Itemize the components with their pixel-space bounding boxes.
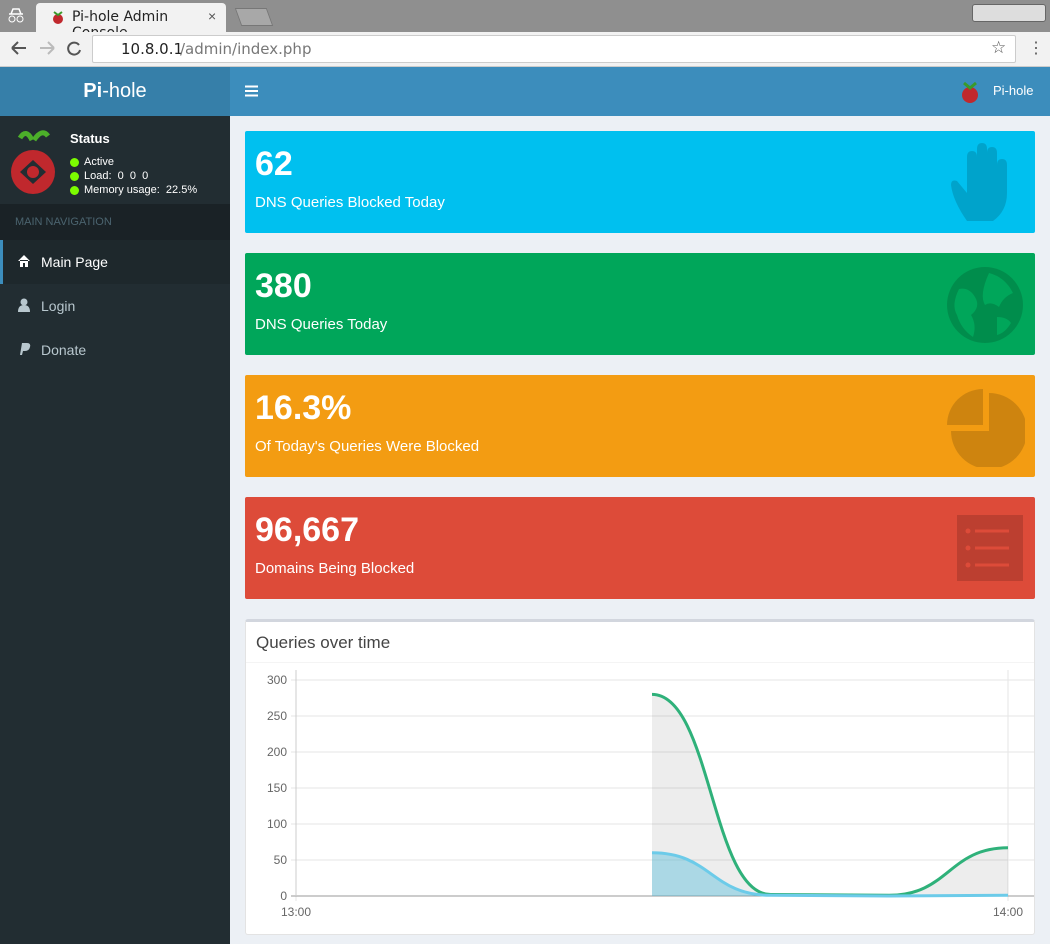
globe-icon bbox=[947, 267, 1023, 343]
divider bbox=[246, 662, 1034, 663]
address-bar[interactable]: 10.8.0.1 /admin/index.php ☆ bbox=[92, 35, 1016, 63]
nav-item[interactable]: Login bbox=[0, 284, 230, 328]
nav-header: MAIN NAVIGATION bbox=[0, 204, 230, 240]
stat-value: 62 bbox=[255, 145, 293, 183]
y-tick-label: 200 bbox=[267, 745, 287, 759]
tab[interactable]: Pi-hole Admin Console × bbox=[36, 3, 226, 41]
y-tick-label: 50 bbox=[274, 853, 288, 867]
pihole-logo bbox=[11, 130, 55, 194]
url-host: 10.8.0.1 bbox=[121, 40, 184, 58]
new-tab[interactable] bbox=[234, 8, 274, 26]
stat-value: 16.3% bbox=[255, 389, 352, 427]
menu-button[interactable]: ⋮ bbox=[1028, 40, 1044, 57]
nav-icon bbox=[18, 298, 30, 312]
status-text: Load: 0 0 0 bbox=[84, 170, 149, 182]
user-name[interactable]: Pi-hole bbox=[993, 83, 1034, 98]
window-controls[interactable] bbox=[972, 4, 1046, 22]
nav-label: Main Page bbox=[41, 254, 108, 270]
stat-label: DNS Queries Blocked Today bbox=[255, 194, 445, 211]
chart-box: Queries over time 0 50 100 150 200 250 300 13:0… bbox=[245, 619, 1035, 935]
status-text: Memory usage: 22.5% bbox=[84, 184, 198, 196]
bookmark-star[interactable]: ☆ bbox=[991, 38, 1007, 57]
nav-icon bbox=[18, 255, 30, 267]
list-icon bbox=[957, 515, 1023, 581]
status-text: Active bbox=[84, 156, 114, 168]
url-path: /admin/index.php bbox=[180, 40, 312, 58]
tab-close[interactable]: × bbox=[208, 8, 217, 24]
navbar: Pi-hole bbox=[230, 67, 1050, 116]
stat-value: 96,667 bbox=[255, 511, 359, 549]
y-tick-label: 250 bbox=[267, 709, 287, 723]
chart-title: Queries over time bbox=[256, 633, 391, 652]
tab-favicon bbox=[53, 11, 63, 24]
nav-item[interactable]: Donate bbox=[0, 328, 230, 372]
stat-box: 380 DNS Queries Today bbox=[245, 253, 1035, 355]
nav-label: Login bbox=[41, 298, 76, 314]
x-tick-label: 13:00 bbox=[281, 905, 311, 919]
stat-label: Domains Being Blocked bbox=[255, 560, 415, 577]
hand-icon bbox=[951, 143, 1007, 221]
series-line bbox=[651, 851, 1009, 898]
logo-bold: Pi bbox=[83, 80, 103, 102]
pie-icon bbox=[947, 389, 1025, 467]
stat-box: 16.3% Of Today's Queries Were Blocked bbox=[245, 375, 1035, 477]
chart: 0 50 100 150 200 250 300 13:00 14:00 bbox=[267, 670, 1034, 919]
stat-box: 96,667 Domains Being Blocked bbox=[245, 497, 1035, 599]
stat-label: DNS Queries Today bbox=[255, 316, 388, 333]
toolbar: 10.8.0.1 /admin/index.php ☆ ⋮ bbox=[0, 32, 1050, 67]
nav-label: Donate bbox=[41, 342, 87, 358]
x-tick-label: 14:00 bbox=[993, 905, 1023, 919]
stat-label: Of Today's Queries Were Blocked bbox=[255, 438, 480, 455]
y-tick-label: 100 bbox=[267, 817, 287, 831]
series-area bbox=[652, 852, 1008, 896]
y-tick-label: 300 bbox=[267, 673, 287, 687]
logo[interactable]: Pi-hole bbox=[0, 67, 230, 116]
nav-icon bbox=[20, 343, 31, 355]
stat-box: 62 DNS Queries Blocked Today bbox=[245, 131, 1035, 233]
sidebar: Status Active Load: 0 0 0 Memory usage: … bbox=[0, 116, 230, 944]
stat-value: 380 bbox=[255, 267, 312, 305]
nav-item[interactable]: Main Page bbox=[0, 240, 230, 284]
logo-rest: -hole bbox=[102, 80, 147, 102]
y-tick-label: 0 bbox=[280, 889, 287, 903]
status-title: Status bbox=[70, 131, 110, 146]
sidebar-toggle[interactable] bbox=[245, 85, 259, 97]
y-tick-label: 150 bbox=[267, 781, 287, 795]
nav-header-text: MAIN NAVIGATION bbox=[15, 216, 112, 228]
nav-buttons[interactable] bbox=[8, 38, 84, 58]
incognito-icon bbox=[8, 8, 24, 23]
series-area bbox=[652, 694, 1008, 896]
tab-bar: Pi-hole Admin Console × bbox=[0, 0, 1050, 41]
user-logo bbox=[962, 81, 978, 103]
